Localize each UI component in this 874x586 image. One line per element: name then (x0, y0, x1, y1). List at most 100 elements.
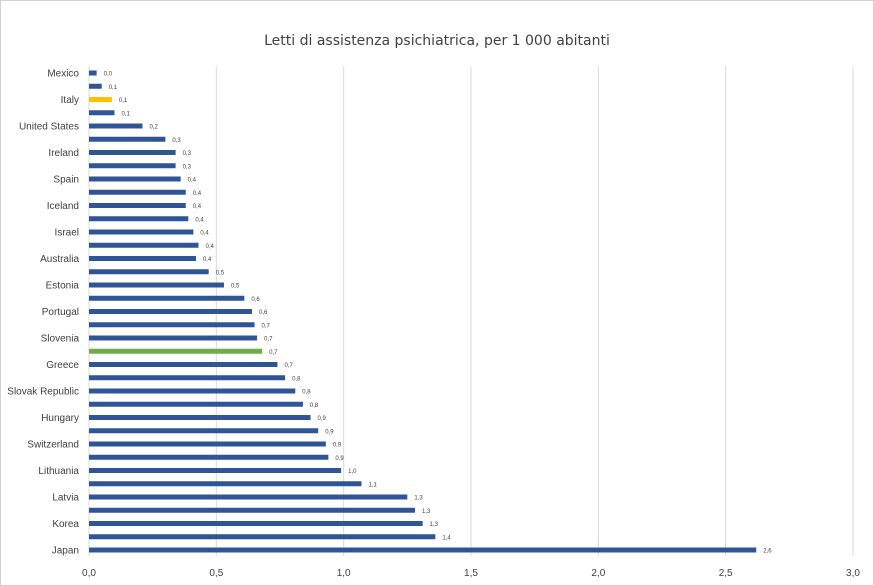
bar (89, 150, 176, 155)
data-label: 0,8 (292, 376, 301, 382)
data-label: 0,1 (121, 111, 130, 117)
category-label: United States (19, 122, 79, 133)
bar (89, 203, 186, 208)
bar (89, 256, 196, 261)
data-label: 0,9 (333, 443, 342, 449)
data-label: 0,7 (264, 337, 273, 343)
bar (89, 176, 181, 182)
data-label: 0,8 (302, 390, 311, 396)
bar (89, 216, 189, 222)
x-tick-label: 1,0 (337, 568, 351, 579)
data-label: 0,4 (203, 257, 212, 263)
x-tick-label: 0,5 (209, 568, 223, 579)
bar (89, 189, 186, 195)
category-label: Lithuania (38, 466, 79, 477)
bar (89, 83, 102, 89)
category-label: Spain (53, 175, 79, 186)
bar (89, 295, 245, 301)
data-label: 1,3 (422, 509, 431, 515)
bar (89, 70, 97, 76)
data-label: 0,5 (231, 284, 240, 290)
bar (89, 309, 252, 314)
data-label: 0,6 (259, 310, 268, 316)
chart-title: Letti di assistenza psichiatrica, per 1 … (264, 33, 610, 49)
bar (89, 269, 209, 275)
category-label: Switzerland (27, 440, 79, 451)
data-label: 0,2 (149, 125, 158, 131)
category-label: Israel (55, 228, 79, 239)
category-label: Ireland (48, 148, 79, 159)
bar (89, 242, 199, 248)
data-label: 0,9 (318, 416, 327, 422)
category-label: Latvia (52, 493, 79, 504)
bar (89, 97, 112, 102)
grid-lines (88, 66, 854, 556)
data-label: 0,4 (195, 217, 204, 223)
category-labels: Mexico Italy United States Ireland Spain Icel… (7, 69, 79, 557)
data-label: 1,4 (442, 535, 451, 541)
category-label: Australia (40, 254, 79, 265)
bar (89, 335, 258, 341)
bar (89, 534, 436, 540)
bar (89, 375, 286, 381)
bar (89, 229, 194, 235)
x-tick-label: 1,5 (464, 568, 478, 579)
data-label: 0,7 (269, 350, 278, 356)
bar (89, 163, 176, 169)
data-label: 0,1 (119, 98, 128, 104)
bar (89, 507, 415, 513)
category-label: Japan (52, 546, 79, 557)
category-label: Slovak Republic (7, 387, 79, 398)
data-label: 0,3 (172, 138, 181, 144)
data-label: 0,1 (109, 85, 118, 91)
category-label: Hungary (41, 413, 79, 424)
data-label: 1,1 (368, 482, 377, 488)
bar (89, 388, 296, 394)
bar (89, 521, 423, 526)
bar (89, 468, 342, 473)
x-tick-label: 2,5 (719, 568, 733, 579)
bar (89, 415, 311, 420)
data-label: 2,6 (763, 549, 772, 555)
bar (89, 136, 166, 142)
bars (89, 70, 757, 553)
data-label: 0,6 (251, 297, 260, 303)
category-label: Mexico (47, 69, 79, 80)
bar (89, 348, 263, 354)
data-label: 0,9 (335, 456, 344, 462)
bar (89, 454, 329, 460)
bar (89, 362, 278, 367)
data-label: 0,3 (183, 151, 192, 157)
category-label: Iceland (47, 201, 79, 212)
value-labels: 0,0 0,1 0,1 0,1 0,2 0,3 0,3 0,3 0,4 0,4 0,4 0,4 0,4 0… (104, 72, 773, 555)
category-label: Slovenia (41, 334, 80, 345)
category-label: Italy (61, 95, 79, 106)
bar (89, 547, 757, 553)
data-label: 0,0 (104, 72, 113, 78)
x-axis-ticks: 0,0 0,5 1,0 1,5 2,0 2,5 3,0 (82, 568, 860, 579)
x-tick-label: 3,0 (846, 568, 860, 579)
data-label: 0,5 (216, 270, 225, 276)
category-label: Korea (52, 519, 79, 530)
bar (89, 282, 224, 288)
data-label: 0,3 (183, 164, 192, 170)
data-label: 1,3 (414, 496, 423, 502)
bar (89, 401, 303, 407)
data-label: 0,4 (206, 244, 215, 250)
data-label: 1,3 (430, 522, 439, 528)
data-label: 0,4 (188, 178, 197, 184)
data-label: 0,4 (193, 204, 202, 210)
category-label: Greece (46, 360, 79, 371)
data-label: 0,4 (193, 191, 202, 197)
data-label: 1,0 (348, 469, 357, 475)
data-label: 0,4 (200, 231, 209, 237)
bar (89, 322, 255, 328)
bar (89, 123, 143, 129)
x-tick-label: 2,0 (591, 568, 605, 579)
data-label: 0,7 (284, 363, 293, 369)
data-label: 0,9 (325, 429, 334, 435)
bar (89, 428, 319, 434)
category-label: Portugal (42, 307, 79, 318)
